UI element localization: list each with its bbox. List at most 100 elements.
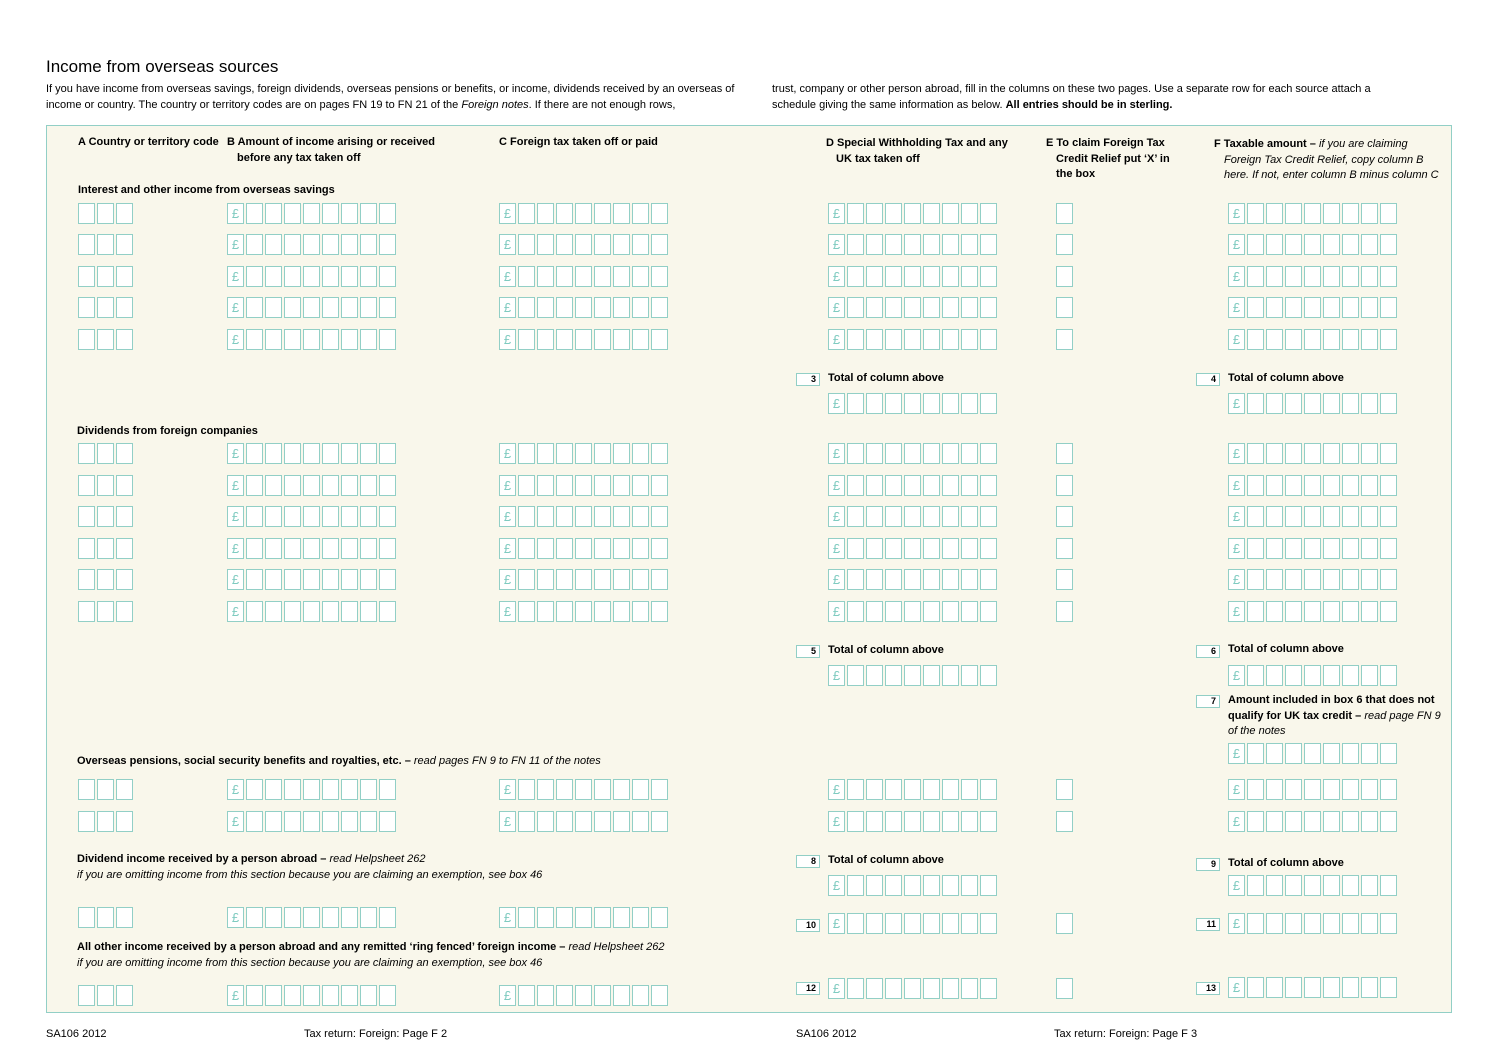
digit-box[interactable] [1056, 538, 1073, 559]
digit-box[interactable] [1342, 743, 1359, 764]
digit-box[interactable] [1247, 297, 1264, 318]
digit-box[interactable] [1380, 569, 1397, 590]
digit-box[interactable] [379, 569, 396, 590]
digit-box[interactable] [594, 297, 611, 318]
foreign-tax-field[interactable]: £ [499, 475, 668, 496]
income-amount-field[interactable]: £ [227, 234, 396, 255]
digit-box[interactable] [942, 538, 959, 559]
digit-box[interactable] [360, 569, 377, 590]
digit-box[interactable] [885, 978, 902, 999]
box-10-field[interactable]: £ [828, 913, 997, 934]
digit-box[interactable] [1266, 779, 1283, 800]
digit-box[interactable] [961, 475, 978, 496]
digit-box[interactable] [594, 443, 611, 464]
digit-box[interactable] [265, 538, 282, 559]
digit-box[interactable] [78, 538, 95, 559]
digit-box[interactable] [1361, 266, 1378, 287]
digit-box[interactable] [866, 665, 883, 686]
digit-box[interactable] [961, 234, 978, 255]
box-9-total-field[interactable]: £ [1228, 875, 1397, 896]
digit-box[interactable] [78, 506, 95, 527]
digit-box[interactable] [575, 234, 592, 255]
digit-box[interactable] [885, 506, 902, 527]
digit-box[interactable] [575, 443, 592, 464]
digit-box[interactable] [1304, 443, 1321, 464]
digit-box[interactable] [246, 234, 263, 255]
digit-box[interactable] [246, 443, 263, 464]
foreign-tax-field[interactable]: £ [499, 297, 668, 318]
digit-box[interactable] [942, 329, 959, 350]
digit-box[interactable] [847, 569, 864, 590]
digit-box[interactable] [1247, 569, 1264, 590]
digit-box[interactable] [379, 779, 396, 800]
digit-box[interactable] [537, 601, 554, 622]
digit-box[interactable] [322, 601, 339, 622]
digit-box[interactable] [1304, 266, 1321, 287]
digit-box[interactable] [847, 475, 864, 496]
digit-box[interactable] [518, 985, 535, 1006]
box-3-total-field[interactable]: £ [828, 393, 997, 414]
digit-box[interactable] [980, 913, 997, 934]
digit-box[interactable] [1285, 779, 1302, 800]
digit-box[interactable] [1056, 913, 1073, 934]
digit-box[interactable] [866, 234, 883, 255]
digit-box[interactable] [575, 907, 592, 928]
digit-box[interactable] [78, 985, 95, 1006]
digit-box[interactable] [923, 569, 940, 590]
digit-box[interactable] [303, 569, 320, 590]
digit-box[interactable] [613, 475, 630, 496]
digit-box[interactable] [303, 329, 320, 350]
digit-box[interactable] [594, 907, 611, 928]
digit-box[interactable] [1304, 506, 1321, 527]
digit-box[interactable] [78, 443, 95, 464]
digit-box[interactable] [1380, 297, 1397, 318]
digit-box[interactable] [1266, 601, 1283, 622]
digit-box[interactable] [97, 203, 114, 224]
digit-box[interactable] [303, 907, 320, 928]
digit-box[interactable] [866, 443, 883, 464]
digit-box[interactable] [632, 538, 649, 559]
digit-box[interactable] [866, 393, 883, 414]
digit-box[interactable] [116, 538, 133, 559]
digit-box[interactable] [1361, 538, 1378, 559]
digit-box[interactable] [847, 601, 864, 622]
digit-box[interactable] [632, 329, 649, 350]
digit-box[interactable] [322, 329, 339, 350]
digit-box[interactable] [613, 234, 630, 255]
digit-box[interactable] [97, 538, 114, 559]
income-amount-field[interactable]: £ [227, 506, 396, 527]
digit-box[interactable] [1266, 506, 1283, 527]
digit-box[interactable] [594, 506, 611, 527]
digit-box[interactable] [1285, 506, 1302, 527]
uk-tax-field[interactable]: £ [828, 234, 997, 255]
digit-box[interactable] [284, 297, 301, 318]
digit-box[interactable] [904, 393, 921, 414]
digit-box[interactable] [1380, 266, 1397, 287]
digit-box[interactable] [1056, 779, 1073, 800]
digit-box[interactable] [1342, 475, 1359, 496]
digit-box[interactable] [632, 234, 649, 255]
digit-box[interactable] [78, 779, 95, 800]
ftcr-checkbox[interactable] [1056, 601, 1073, 622]
country-code-field[interactable] [78, 506, 133, 527]
digit-box[interactable] [651, 443, 668, 464]
digit-box[interactable] [537, 443, 554, 464]
digit-box[interactable] [885, 779, 902, 800]
digit-box[interactable] [904, 234, 921, 255]
digit-box[interactable] [379, 443, 396, 464]
digit-box[interactable] [961, 329, 978, 350]
digit-box[interactable] [594, 779, 611, 800]
foreign-tax-field[interactable]: £ [499, 203, 668, 224]
digit-box[interactable] [1285, 443, 1302, 464]
digit-box[interactable] [556, 601, 573, 622]
digit-box[interactable] [575, 266, 592, 287]
digit-box[interactable] [980, 266, 997, 287]
digit-box[interactable] [980, 329, 997, 350]
digit-box[interactable] [847, 266, 864, 287]
taxable-amount-field[interactable]: £ [1228, 234, 1397, 255]
digit-box[interactable] [379, 475, 396, 496]
digit-box[interactable] [518, 297, 535, 318]
digit-box[interactable] [651, 203, 668, 224]
digit-box[interactable] [866, 913, 883, 934]
digit-box[interactable] [97, 297, 114, 318]
